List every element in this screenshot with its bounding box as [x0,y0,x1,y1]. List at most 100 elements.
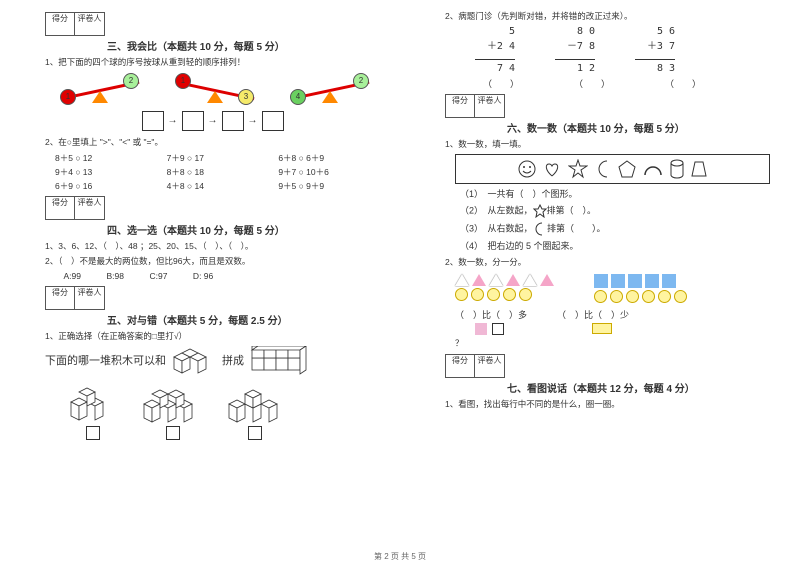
triangle-icon [472,274,486,286]
circle-icon [455,288,468,301]
compare-cell: 9＋7 ○ 10＋6 [278,166,380,178]
heart-icon [543,160,561,178]
flow-box [142,111,164,131]
square-icon [662,274,676,288]
circle-icon [471,288,484,301]
sec6-item: （2） 从左数起，排第（ ）。 [460,204,780,218]
circle-icon [519,288,532,301]
compare-cell: 9＋4 ○ 13 [55,166,157,178]
score-label: 得分 [45,286,75,310]
sec3-q2: 2、在○里填上 ">"、"<" 或 "="。 [45,137,380,149]
grader-label: 评卷人 [475,94,505,118]
pentagon-icon [618,160,636,178]
compare-cell: 9＋5 ○ 9＋9 [278,180,380,192]
arrow-icon: → [248,115,258,126]
compare-cell: 4＋8 ○ 14 [167,180,269,192]
sec3-q1: 1、把下面的四个球的序号按球从重到轻的顺序排列！ [45,57,380,69]
ball-icon: 3 [238,89,254,105]
arith-problem: 5＋2 47 4 [475,26,515,74]
arrow-icon: → [208,115,218,126]
cube-choices [65,382,380,440]
ball-icon: 2 [123,73,139,89]
sec7-q1: 1、看图，找出每行中不同的是什么，圈一圈。 [445,399,780,411]
square-icon [611,274,625,288]
triangle-icon [540,274,554,286]
compare-cell: 8＋5 ○ 12 [55,152,157,164]
sec4-title: 四、选一选（本题共 10 分，每题 5 分） [107,222,380,237]
grader-label: 评卷人 [75,286,105,310]
score-label: 得分 [45,196,75,220]
triangle-row [455,274,554,286]
circle-icon [487,288,500,301]
star-icon [568,159,588,179]
grader-label: 评卷人 [75,12,105,36]
circle-row [594,290,687,303]
flow-box [222,111,244,131]
square-icon [645,274,659,288]
sec6-item: （1） 一共有（ ）个图形。 [460,188,780,201]
sec6-item: （3） 从右数起， 排第（ ）。 [460,222,780,236]
cylinder-icon [670,159,684,179]
cube-target-icon [170,347,218,375]
compare-cell: 7＋9 ○ 17 [167,152,269,164]
sec5-q1: 1、正确选择（在正确答案的□里打√） [45,331,380,343]
compare-cell: 6＋8 ○ 6＋9 [278,152,380,164]
sec6-q1: 1、数一数，填一填。 [445,139,780,151]
square-icon [594,274,608,288]
compare-b: （ ）比（ ）少 [557,308,629,321]
sec5-q1c: 拼成 [222,354,244,369]
ball-icon: 2 [353,73,369,89]
rect-icon [592,323,612,334]
ball-icon: 1 [175,73,191,89]
score-box-sec7: 得分 评卷人 [445,354,780,378]
ball-icon: 1 [60,89,76,105]
score-label: 得分 [445,94,475,118]
choice-box[interactable] [248,426,262,440]
small-shapes-row [475,323,750,335]
seesaw: 1 3 [170,75,260,107]
compare-cell: 6＋9 ○ 16 [55,180,157,192]
circle-row [455,288,554,301]
flow-boxes: → → → [45,111,380,131]
cube-result-icon [248,346,318,376]
circle-icon [610,290,623,303]
triangle-icon [506,274,520,286]
circle-icon [674,290,687,303]
cube-option-icon [225,382,285,424]
score-label: 得分 [45,12,75,36]
score-box-sec6: 得分 评卷人 [445,94,780,118]
triangle-icon [523,274,537,286]
arith-problem: 5 6＋3 78 3 [635,26,675,74]
choice-box[interactable] [166,426,180,440]
seesaw: 4 2 [285,75,375,107]
sec3-title: 三、我会比（本题共 10 分，每题 5 分） [107,38,380,53]
star-icon [533,204,547,218]
shapes-box [455,154,770,184]
sec4-opts: A:99 B:98 C:97 D: 96 [55,271,380,283]
cube-option-icon [65,382,120,424]
arithmetic-row: 5＋2 47 4 8 0－7 81 2 5 6＋3 78 3 [475,26,780,74]
compare-cell: 8＋8 ○ 18 [167,166,269,178]
seesaw-row: 1 2 1 3 4 2 [55,75,380,107]
right-q2top: 2、病题门诊（先判断对错，并将错的改正过来）。 [445,11,780,23]
square-icon [628,274,642,288]
sec7-title: 七、看图说话（本题共 12 分，每题 4 分） [507,380,780,395]
paren: （ ） [665,77,701,90]
arrow-icon: → [168,115,178,126]
square-icon [475,323,487,335]
ball-icon: 4 [290,89,306,105]
circle-icon [658,290,671,303]
sec4-q2: 2、（ ）不是最大的两位数，但比96大，而且是双数。 [45,256,380,268]
arch-icon [643,161,663,177]
circle-icon [642,290,655,303]
grader-label: 评卷人 [475,354,505,378]
compare-grid: 8＋5 ○ 12 7＋9 ○ 17 6＋8 ○ 6＋9 9＋4 ○ 13 8＋8 ○ 1… [55,152,380,192]
arith-problem: 8 0－7 81 2 [555,26,595,74]
compare-text-row: （ ）比（ ）多 （ ）比（ ）少 [455,308,770,321]
choice-box[interactable] [86,426,100,440]
sec6-title: 六、数一数（本题共 10 分，每题 5 分） [507,120,780,135]
flow-box [182,111,204,131]
triangle-icon [489,274,503,286]
paren: （ ） [483,77,519,90]
cube-option-icon [140,382,205,424]
